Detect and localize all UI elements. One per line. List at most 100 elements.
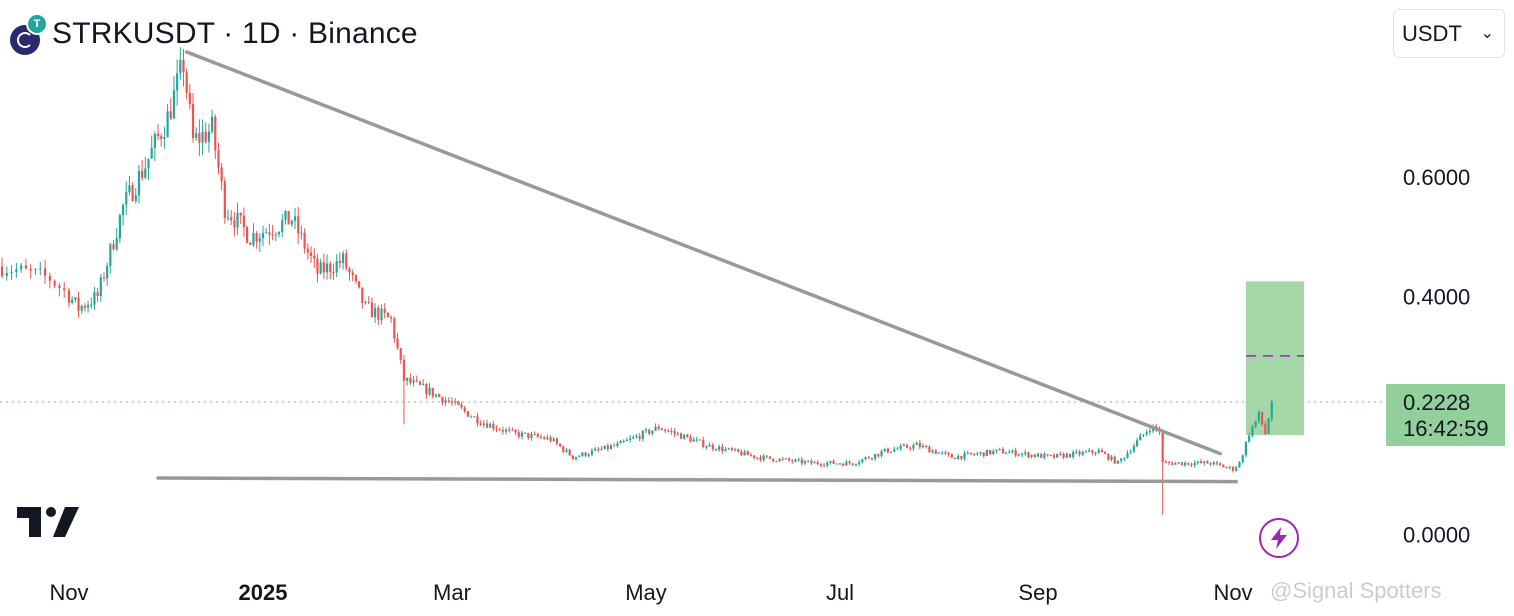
- candle: [39, 261, 42, 276]
- candle: [329, 261, 332, 280]
- candle: [555, 437, 559, 446]
- candle: [1036, 452, 1040, 458]
- candle: [322, 253, 325, 279]
- candle: [775, 460, 778, 463]
- candle: [1097, 447, 1100, 454]
- candle: [1206, 460, 1209, 464]
- candle: [982, 452, 985, 458]
- candle: [1094, 451, 1097, 456]
- candle: [797, 457, 800, 463]
- candle: [489, 422, 492, 428]
- candle: [568, 448, 571, 456]
- candle: [354, 274, 357, 284]
- candle: [520, 430, 524, 440]
- candle: [883, 448, 886, 453]
- chevron-down-icon: ⌄: [1480, 25, 1494, 42]
- candle: [737, 448, 740, 453]
- candle: [1203, 460, 1206, 466]
- candle: [226, 209, 230, 222]
- candle: [393, 316, 396, 343]
- candle: [153, 131, 156, 162]
- candle: [207, 123, 211, 153]
- candle: [450, 397, 454, 407]
- candle: [67, 287, 71, 308]
- x-tick-label: May: [625, 580, 667, 605]
- candle: [1126, 450, 1129, 459]
- candle: [93, 286, 96, 310]
- tradingview-logo-icon[interactable]: [17, 507, 79, 542]
- candle: [1030, 454, 1033, 459]
- candle: [495, 425, 498, 433]
- candle: [409, 373, 412, 385]
- candle: [390, 315, 393, 323]
- candle: [230, 210, 233, 226]
- candle: [995, 449, 998, 454]
- candle: [74, 296, 77, 303]
- candle: [287, 210, 290, 225]
- candle: [313, 247, 316, 269]
- symbol-title[interactable]: STRKUSDT · 1D · Binance: [52, 17, 418, 50]
- candle: [293, 207, 297, 230]
- candle: [1264, 420, 1267, 436]
- candle: [619, 439, 622, 444]
- candle: [870, 457, 874, 461]
- candle: [447, 397, 450, 404]
- candle: [1024, 449, 1027, 457]
- candle: [622, 439, 625, 444]
- candle: [562, 445, 565, 454]
- candle: [581, 451, 584, 457]
- candle: [188, 84, 191, 110]
- candle: [756, 457, 759, 461]
- candle: [791, 458, 794, 464]
- candle: [543, 435, 546, 440]
- candle: [422, 379, 425, 386]
- candle: [498, 427, 501, 431]
- candle: [466, 410, 470, 417]
- current-price-tag: 0.2228 16:42:59: [1386, 384, 1505, 446]
- candle: [1132, 443, 1136, 454]
- target-zone[interactable]: [1245, 281, 1305, 436]
- support-line[interactable]: [156, 476, 1238, 484]
- candle: [1065, 451, 1068, 459]
- candle: [1001, 447, 1004, 454]
- candle: [58, 283, 61, 297]
- current-price-value: 0.2228: [1403, 390, 1471, 415]
- candle: [842, 462, 845, 467]
- bar-countdown: 16:42:59: [1403, 416, 1489, 441]
- candle: [268, 223, 271, 245]
- candle: [838, 462, 842, 465]
- candle: [539, 434, 543, 440]
- candle: [536, 432, 539, 439]
- candle: [1075, 449, 1078, 455]
- candle: [514, 428, 517, 436]
- candle: [788, 457, 791, 462]
- candle: [131, 182, 134, 202]
- candle: [185, 68, 188, 100]
- candle: [316, 253, 319, 283]
- candle: [1171, 461, 1174, 466]
- currency-select[interactable]: USDT ⌄: [1393, 9, 1505, 58]
- candle: [931, 449, 934, 454]
- candle: [702, 436, 705, 449]
- candle: [899, 443, 902, 451]
- candle: [816, 460, 819, 466]
- candle: [909, 446, 912, 451]
- candle: [1040, 453, 1043, 458]
- candle: [714, 448, 718, 452]
- descending-trendline[interactable]: [184, 50, 1222, 456]
- candle: [434, 393, 438, 398]
- candle: [361, 287, 364, 309]
- candle: [367, 296, 370, 305]
- candle: [261, 225, 265, 247]
- candle: [204, 122, 207, 144]
- candle: [549, 435, 552, 443]
- candle: [473, 415, 476, 418]
- candle: [191, 93, 195, 143]
- candle: [632, 435, 635, 440]
- lightning-bolt-icon[interactable]: [1259, 518, 1299, 558]
- candle: [985, 449, 989, 456]
- candle: [600, 446, 603, 451]
- candle: [749, 452, 753, 457]
- candle: [845, 459, 848, 466]
